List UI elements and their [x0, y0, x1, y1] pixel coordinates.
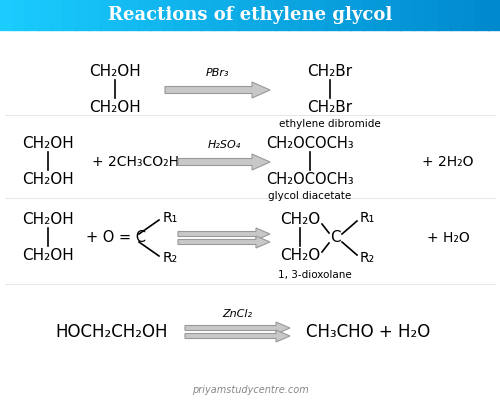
Bar: [75, 0, 88, 30]
Text: CH₂OH: CH₂OH: [22, 248, 74, 264]
Polygon shape: [178, 228, 270, 240]
Bar: [262, 0, 276, 30]
Text: CH₂O: CH₂O: [280, 248, 320, 264]
Text: CH₂O: CH₂O: [280, 212, 320, 228]
Polygon shape: [178, 236, 270, 248]
Text: CH₂OCOCH₃: CH₂OCOCH₃: [266, 172, 354, 188]
Text: ZnCl₂: ZnCl₂: [222, 309, 252, 319]
Text: CH₃CHO + H₂O: CH₃CHO + H₂O: [306, 323, 430, 341]
Bar: [425, 0, 438, 30]
Bar: [112, 0, 126, 30]
Bar: [250, 0, 264, 30]
Bar: [488, 0, 500, 30]
Text: CH₂OH: CH₂OH: [22, 212, 74, 228]
Bar: [138, 0, 151, 30]
Text: H₂SO₄: H₂SO₄: [208, 140, 240, 150]
Bar: [462, 0, 476, 30]
Bar: [362, 0, 376, 30]
Bar: [288, 0, 301, 30]
Bar: [225, 0, 238, 30]
Bar: [450, 0, 464, 30]
Bar: [438, 0, 451, 30]
Bar: [50, 0, 64, 30]
Bar: [325, 0, 338, 30]
Text: R₂: R₂: [360, 251, 375, 265]
Bar: [400, 0, 413, 30]
Bar: [12, 0, 26, 30]
Bar: [200, 0, 213, 30]
Bar: [0, 0, 14, 30]
Polygon shape: [178, 154, 270, 170]
Text: priyamstudycentre.com: priyamstudycentre.com: [192, 385, 308, 395]
Polygon shape: [185, 322, 290, 334]
Bar: [388, 0, 401, 30]
Text: glycol diacetate: glycol diacetate: [268, 191, 351, 201]
Text: R₁: R₁: [360, 211, 375, 225]
Bar: [350, 0, 364, 30]
Text: + O = C: + O = C: [86, 230, 146, 246]
Bar: [212, 0, 226, 30]
Text: + 2H₂O: + 2H₂O: [422, 155, 474, 169]
Bar: [88, 0, 101, 30]
Text: CH₂Br: CH₂Br: [308, 100, 352, 116]
Bar: [300, 0, 314, 30]
Text: CH₂OH: CH₂OH: [89, 100, 141, 116]
Text: + H₂O: + H₂O: [426, 231, 470, 245]
Bar: [188, 0, 201, 30]
Text: C: C: [330, 230, 340, 246]
Bar: [412, 0, 426, 30]
Bar: [25, 0, 38, 30]
Bar: [100, 0, 114, 30]
Text: HOCH₂CH₂OH: HOCH₂CH₂OH: [56, 323, 168, 341]
Text: Reactions of ethylene glycol: Reactions of ethylene glycol: [108, 6, 392, 24]
Text: + 2CH₃CO₂H: + 2CH₃CO₂H: [92, 155, 178, 169]
Text: CH₂Br: CH₂Br: [308, 64, 352, 80]
Text: ethylene dibromide: ethylene dibromide: [279, 119, 381, 129]
Bar: [175, 0, 188, 30]
Bar: [375, 0, 388, 30]
Bar: [162, 0, 176, 30]
Bar: [150, 0, 164, 30]
Polygon shape: [165, 82, 270, 98]
Text: R₁: R₁: [163, 211, 178, 225]
Text: 1, 3-dioxolane: 1, 3-dioxolane: [278, 270, 352, 280]
Text: PBr₃: PBr₃: [206, 68, 229, 78]
Bar: [238, 0, 251, 30]
Bar: [62, 0, 76, 30]
Polygon shape: [185, 330, 290, 342]
Bar: [475, 0, 488, 30]
Bar: [338, 0, 351, 30]
Bar: [312, 0, 326, 30]
Text: CH₂OH: CH₂OH: [22, 172, 74, 188]
Bar: [38, 0, 51, 30]
Text: CH₂OH: CH₂OH: [22, 136, 74, 152]
Bar: [275, 0, 288, 30]
Text: CH₂OCOCH₃: CH₂OCOCH₃: [266, 136, 354, 152]
Bar: [125, 0, 138, 30]
Text: CH₂OH: CH₂OH: [89, 64, 141, 80]
Text: R₂: R₂: [163, 251, 178, 265]
